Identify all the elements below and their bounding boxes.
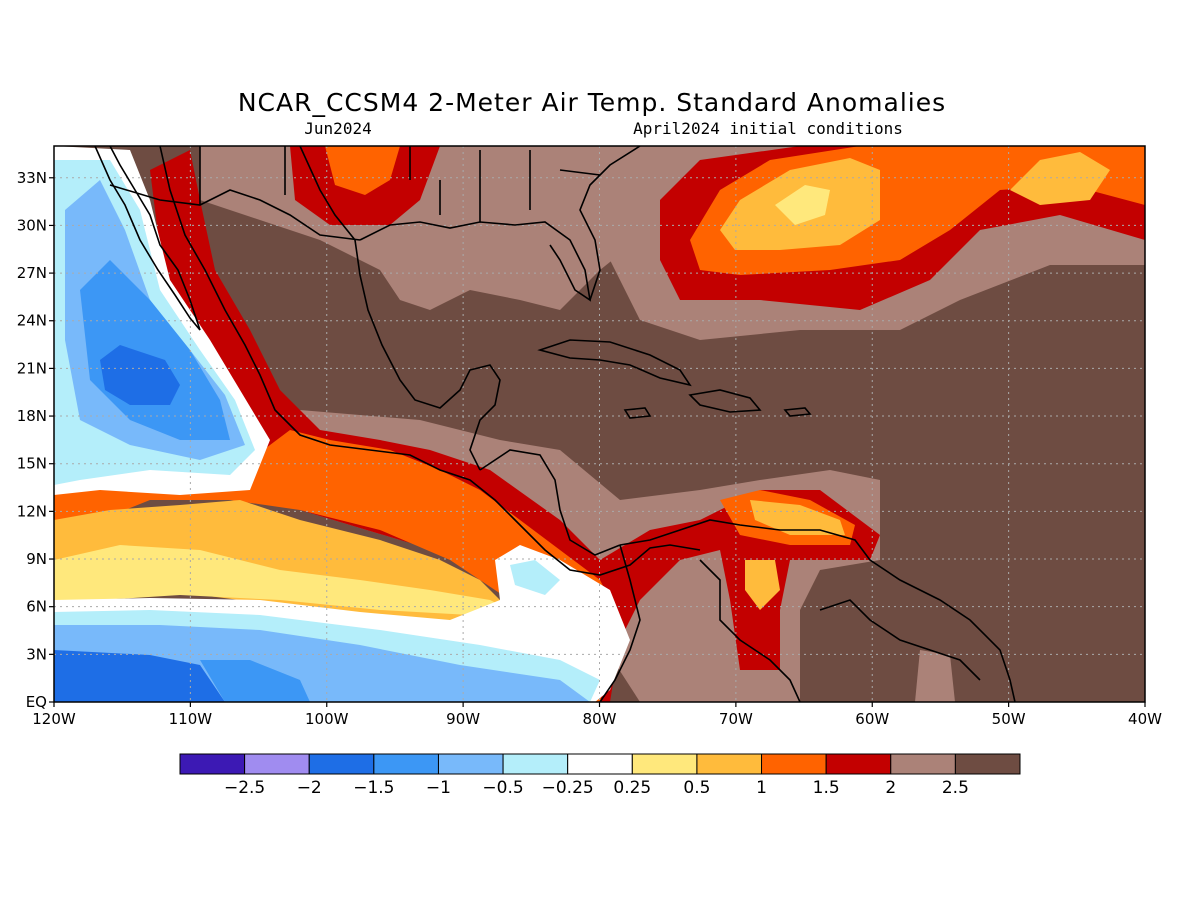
coast-cuba — [537, 339, 692, 387]
lon-tick-label: 60W — [855, 710, 889, 728]
initial-conditions-label: April2024 initial conditions — [633, 119, 903, 138]
border-us-states — [199, 146, 601, 222]
colorbar-swatch — [502, 753, 569, 775]
coastlines — [94, 146, 1016, 702]
valid-month-label: Jun2024 — [304, 119, 371, 138]
lon-tick-label: 120W — [32, 710, 76, 728]
coast-us-gulf — [359, 221, 592, 302]
colorbar-label: 2.5 — [942, 778, 969, 798]
lat-tick-label: EQ — [26, 693, 47, 711]
field-band-0.5-1-caribbean — [750, 500, 845, 535]
colorbar-swatch — [890, 753, 956, 775]
lat-tick-label: 21N — [17, 359, 47, 377]
coast-puerto-rico — [783, 407, 812, 417]
coast-hispaniola — [688, 389, 762, 413]
lat-tick-label: 6N — [26, 598, 47, 616]
lat-tick-label: 9N — [26, 550, 47, 568]
colorbar-swatch — [179, 753, 246, 775]
colorbar-legend: −2.5 −2 −1.5 −1 −0.5 −0.25 0.25 0.5 1 1.5 2 2.5 — [179, 753, 1021, 798]
coast-mexico-pacific — [159, 146, 701, 576]
longitude-axis: 120W 110W 100W 90W 80W 70W 60W 50W 40W — [32, 702, 1162, 728]
colorbar-swatch — [244, 753, 310, 775]
coast-central-america-caribbean — [479, 449, 621, 556]
lat-tick-label: 33N — [17, 169, 47, 187]
colorbar-label: 1.5 — [813, 778, 840, 798]
field-band-m1.5-m2-south — [54, 650, 225, 702]
lon-tick-label: 80W — [583, 710, 617, 728]
colorbar-label: −1 — [426, 778, 451, 798]
field-band-0.25-0.5-atlantic — [775, 185, 830, 225]
lon-tick-label: 50W — [992, 710, 1026, 728]
field-band-m1-m1.5-south — [200, 660, 310, 702]
colorbar-swatch — [954, 753, 1021, 775]
coast-colombia-pacific — [599, 544, 641, 702]
colorbar-label: 2 — [885, 778, 896, 798]
lon-tick-label: 100W — [305, 710, 349, 728]
lat-tick-label: 18N — [17, 407, 47, 425]
colorbar-label: −0.5 — [482, 778, 523, 798]
colorbar-label: −1.5 — [353, 778, 394, 798]
colorbar-swatch — [567, 753, 633, 775]
colorbar-swatch — [437, 753, 504, 775]
colorbar-swatch — [308, 753, 375, 775]
field-band-1-1.5-gulf — [325, 146, 400, 195]
colorbar-label: −2 — [297, 778, 322, 798]
lat-tick-label: 12N — [17, 502, 47, 520]
colorbar-swatch — [825, 753, 892, 775]
lat-tick-label: 15N — [17, 455, 47, 473]
lat-tick-label: 3N — [26, 645, 47, 663]
coast-gulf-of-mexico — [299, 146, 501, 471]
field-band-0.5-1-atlantic-ne — [1010, 152, 1110, 205]
colorbar-swatch — [373, 753, 439, 775]
field-band-m0.25-m0.5-blob — [510, 560, 560, 595]
coast-jamaica — [623, 407, 652, 419]
lat-tick-label: 24N — [17, 312, 47, 330]
colorbar-label: 0.25 — [613, 778, 651, 798]
lon-tick-label: 90W — [446, 710, 480, 728]
lon-tick-label: 40W — [1128, 710, 1162, 728]
colorbar-label: 0.5 — [683, 778, 710, 798]
lat-tick-label: 27N — [17, 264, 47, 282]
field-band-0.5-1-venezuela — [745, 560, 780, 610]
field-band-1-1.5-pacific — [54, 430, 620, 702]
field-band-2-2.5-sa — [915, 650, 955, 702]
colorbar-swatch — [696, 753, 763, 775]
coast-south-america-north — [619, 519, 1016, 702]
lat-tick-label: 30N — [17, 216, 47, 234]
field-band-0.25-0.5-pacific — [54, 545, 510, 615]
colorbar-swatch — [761, 753, 827, 775]
coast-us-east — [579, 146, 641, 301]
colorbar-label: 1 — [756, 778, 767, 798]
border-venezuela — [699, 559, 801, 702]
lat-lon-grid — [54, 146, 1145, 702]
border-guianas — [819, 599, 981, 681]
border-us-mexico — [109, 184, 361, 241]
field-band-m1.5-m2 — [100, 345, 180, 405]
colorbar-label: −0.25 — [542, 778, 594, 798]
colorbar-label: −2.5 — [224, 778, 265, 798]
lon-tick-label: 70W — [719, 710, 753, 728]
lon-tick-label: 110W — [169, 710, 213, 728]
chart-title: NCAR_CCSM4 2-Meter Air Temp. Standard An… — [238, 88, 946, 117]
colorbar-swatch — [631, 753, 698, 775]
coast-baja-california — [94, 146, 201, 331]
latitude-axis: 33N 30N 27N 24N 21N 18N 15N 12N 9N 6N 3N EQ — [17, 169, 54, 711]
